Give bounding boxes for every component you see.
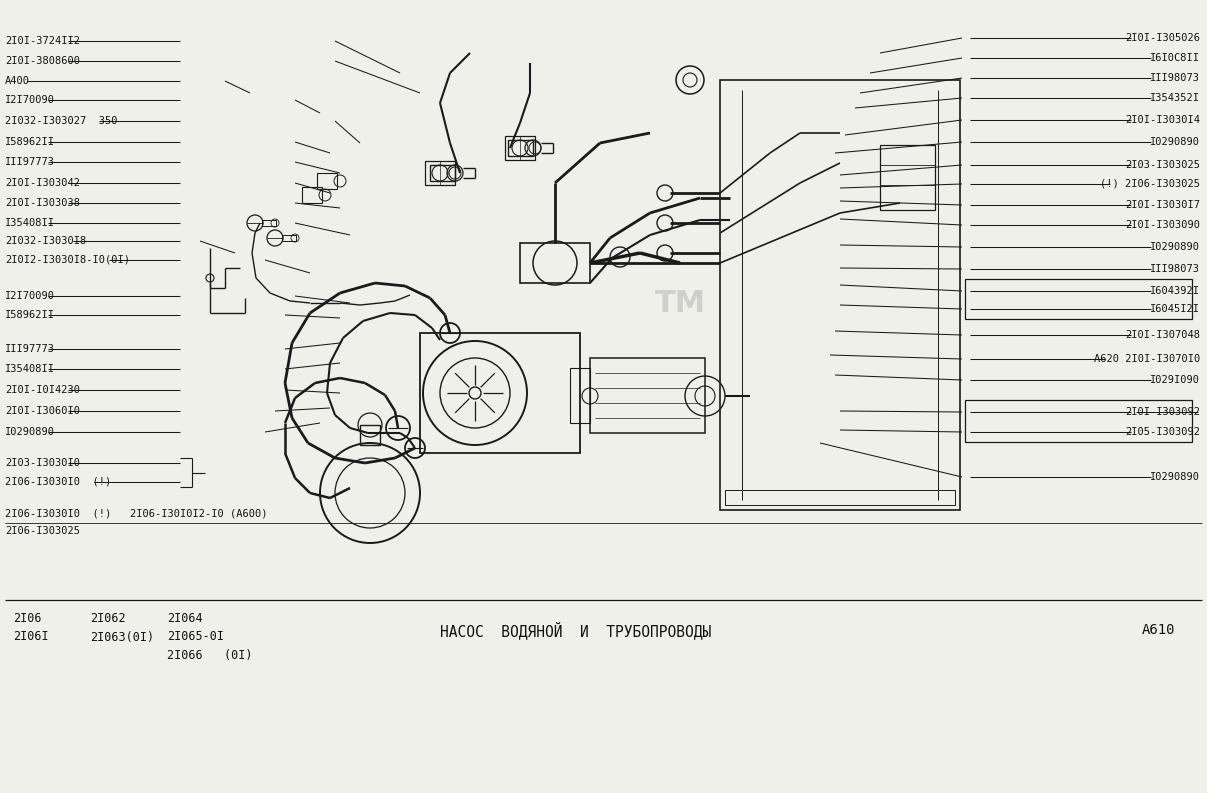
Bar [360, 425, 380, 445]
Text: I0290890: I0290890 [5, 427, 56, 437]
Bar [880, 145, 935, 210]
Text: 2I0I-I303038: 2I0I-I303038 [5, 198, 80, 208]
Text: 2I0I-I305026: 2I0I-I305026 [1125, 33, 1200, 43]
Text: III98073: III98073 [1150, 73, 1200, 83]
Bar [420, 333, 581, 453]
Bar [302, 187, 322, 203]
Text: III97773: III97773 [5, 157, 56, 167]
Text: I6045I2I: I6045I2I [1150, 304, 1200, 314]
Text: 2I0I-I307048: 2I0I-I307048 [1125, 330, 1200, 340]
Text: А400: А400 [5, 76, 30, 86]
Text: 2I066   (0I): 2I066 (0I) [167, 649, 252, 661]
Text: I58962II: I58962II [5, 310, 56, 320]
Text: (!) 2I06-I303025: (!) 2I06-I303025 [1100, 179, 1200, 189]
Text: I35408II: I35408II [5, 218, 56, 228]
Text: 2I03-I303025: 2I03-I303025 [1125, 160, 1200, 170]
Text: I35408II: I35408II [5, 364, 56, 374]
Text: А620 2I0I-I3070I0: А620 2I0I-I3070I0 [1094, 354, 1200, 364]
Text: НАСОС  ВОДЯНОЙ  И  ТРУБОПРОВОДЫ: НАСОС ВОДЯНОЙ И ТРУБОПРОВОДЫ [441, 621, 711, 639]
Text: I2I70090: I2I70090 [5, 291, 56, 301]
Text: 2I0I-I3060I0: 2I0I-I3060I0 [5, 406, 80, 416]
Bar [262, 220, 276, 226]
Text: 2I0I-I0I4230: 2I0I-I0I4230 [5, 385, 80, 395]
Text: 2I065-0I: 2I065-0I [167, 630, 225, 643]
Bar [570, 368, 590, 423]
Text: I0290890: I0290890 [1150, 472, 1200, 482]
Text: I604392I: I604392I [1150, 286, 1200, 296]
Text: 2I0I-I3030I4: 2I0I-I3030I4 [1125, 115, 1200, 125]
Text: 2I06-I3030I0  (!)   2I06-I30I0I2-I0 (А600): 2I06-I3030I0 (!) 2I06-I30I0I2-I0 (А600) [5, 508, 268, 518]
Bar [508, 140, 533, 156]
Text: I029I090: I029I090 [1150, 375, 1200, 385]
Text: 2I06-I303025: 2I06-I303025 [5, 526, 80, 536]
Bar [721, 80, 960, 510]
Text: 2I0I2-I3030I8-I0(0I): 2I0I2-I3030I8-I0(0I) [5, 255, 130, 265]
Bar [590, 358, 705, 433]
Text: 2I0I-I303090: 2I0I-I303090 [1125, 220, 1200, 230]
Text: III98073: III98073 [1150, 264, 1200, 274]
Text: I2I70090: I2I70090 [5, 95, 56, 105]
Text: 2I0I-3808600: 2I0I-3808600 [5, 56, 80, 66]
Text: I354352I: I354352I [1150, 93, 1200, 103]
Text: 2I032-I3030I8: 2I032-I3030I8 [5, 236, 86, 246]
Text: 2I063(0I): 2I063(0I) [91, 630, 154, 643]
Text: 2I064: 2I064 [167, 611, 203, 625]
Bar [425, 161, 455, 185]
Bar [317, 173, 337, 189]
Text: III97773: III97773 [5, 344, 56, 354]
Text: I0290890: I0290890 [1150, 137, 1200, 147]
Bar [725, 490, 955, 505]
Bar [966, 279, 1193, 319]
Text: 2I032-I303027  350: 2I032-I303027 350 [5, 116, 117, 126]
Text: 2I05-I303092: 2I05-I303092 [1125, 427, 1200, 437]
Text: I0290890: I0290890 [1150, 242, 1200, 252]
Bar [505, 136, 535, 160]
Text: 2I06: 2I06 [13, 611, 41, 625]
Text: ТМ: ТМ [654, 289, 706, 317]
Text: 2I0I-3724II2: 2I0I-3724II2 [5, 36, 80, 46]
Bar [966, 400, 1193, 442]
Text: 2I0I-I3030I7: 2I0I-I3030I7 [1125, 200, 1200, 210]
Text: I6I0C8II: I6I0C8II [1150, 53, 1200, 63]
Text: 2I0I-I303092: 2I0I-I303092 [1125, 407, 1200, 417]
Bar [520, 243, 590, 283]
Bar [282, 235, 296, 241]
Bar [430, 165, 455, 181]
Text: 2I062: 2I062 [91, 611, 126, 625]
Text: 2I03-I3030I0: 2I03-I3030I0 [5, 458, 80, 468]
Text: А610: А610 [1142, 623, 1174, 637]
Text: I58962II: I58962II [5, 137, 56, 147]
Text: 2I0I-I303042: 2I0I-I303042 [5, 178, 80, 188]
Text: 2I06I: 2I06I [13, 630, 48, 643]
Text: 2I06-I3030I0  (!): 2I06-I3030I0 (!) [5, 477, 111, 487]
